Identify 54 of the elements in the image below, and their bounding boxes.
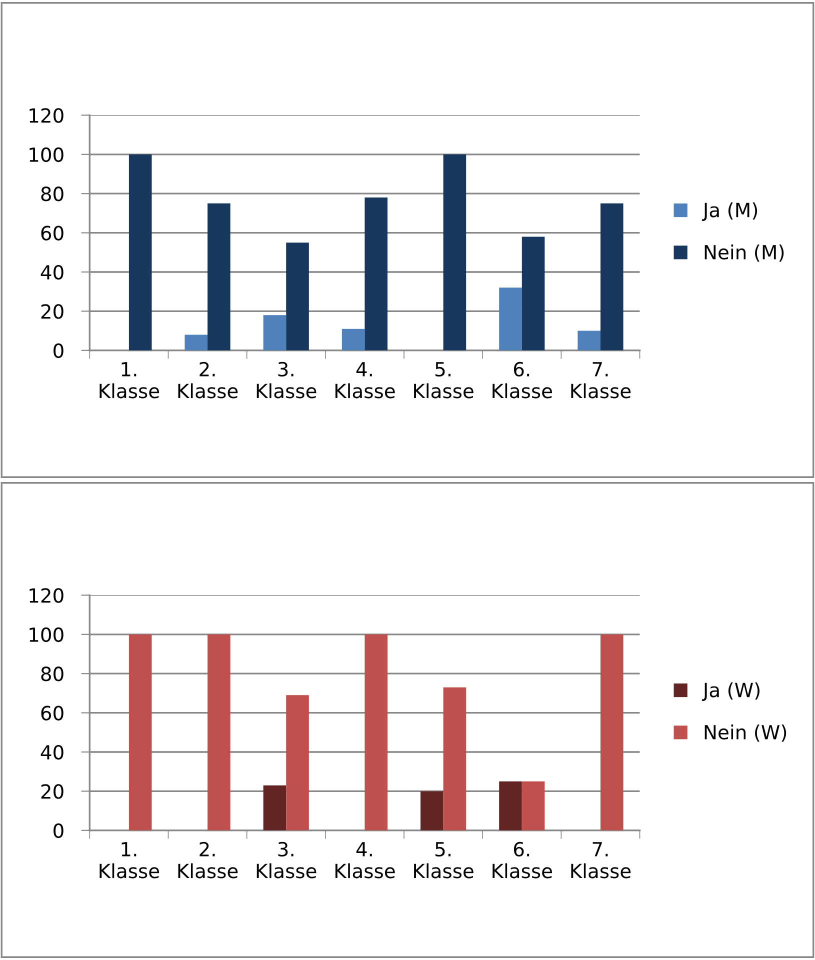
legend-label: Ja (M)	[702, 202, 758, 221]
y-tick-label: 80	[41, 666, 64, 682]
x-tick-label: 5. Klasse	[414, 842, 474, 878]
bar	[600, 634, 624, 830]
x-tick-label: 2. Klasse	[178, 362, 238, 398]
bar	[364, 198, 388, 350]
bar	[420, 791, 444, 830]
bar	[286, 695, 309, 830]
y-tick-label: 120	[30, 108, 64, 123]
y-tick-label: 40	[40, 264, 64, 280]
bar	[263, 315, 286, 350]
y-tick-label: 0	[54, 343, 64, 358]
y-tick-label: 60	[41, 226, 64, 240]
bar	[364, 634, 388, 830]
y-tick-label: 20	[41, 784, 64, 799]
bar	[342, 328, 365, 350]
x-tick-label: 6. Klasse	[492, 842, 552, 878]
x-tick-label: 1. Klasse	[100, 842, 160, 878]
y-tick-label: 100	[30, 627, 64, 642]
x-tick-label: 7. Klasse	[571, 842, 631, 878]
bar	[128, 634, 152, 830]
x-tick-label: 3. Klasse	[256, 842, 316, 878]
x-tick-label: 2. Klasse	[178, 842, 238, 878]
bar	[443, 154, 466, 350]
bar	[184, 334, 208, 350]
y-tick-label: 60	[41, 706, 64, 720]
bar	[499, 288, 522, 350]
bar	[522, 781, 545, 830]
bar	[208, 203, 230, 350]
bar	[443, 687, 466, 830]
y-tick-label: 100	[30, 147, 64, 162]
bar	[263, 785, 286, 830]
y-tick-label: 120	[30, 588, 64, 603]
x-tick-label: 3. Klasse	[256, 362, 316, 398]
x-tick-label: 7. Klasse	[571, 362, 631, 398]
bar	[128, 154, 152, 350]
x-tick-label: 4. Klasse	[335, 842, 395, 878]
x-tick-label: 5. Klasse	[414, 362, 474, 398]
bar	[522, 236, 545, 350]
legend-label: Nein (W)	[704, 724, 786, 742]
x-tick-label: 6. Klasse	[492, 362, 552, 398]
y-tick-label: 40	[40, 744, 64, 760]
y-tick-label: 0	[54, 823, 64, 838]
x-tick-label: 1. Klasse	[100, 362, 160, 398]
bar	[499, 781, 522, 830]
bar	[286, 242, 309, 350]
y-tick-label: 20	[41, 304, 64, 319]
bar	[208, 634, 230, 830]
bar	[578, 330, 600, 350]
y-tick-label: 80	[41, 186, 64, 202]
legend-label: Nein (M)	[704, 244, 784, 262]
legend-label: Ja (W)	[702, 682, 760, 701]
bar	[600, 203, 624, 350]
x-tick-label: 4. Klasse	[335, 362, 395, 398]
